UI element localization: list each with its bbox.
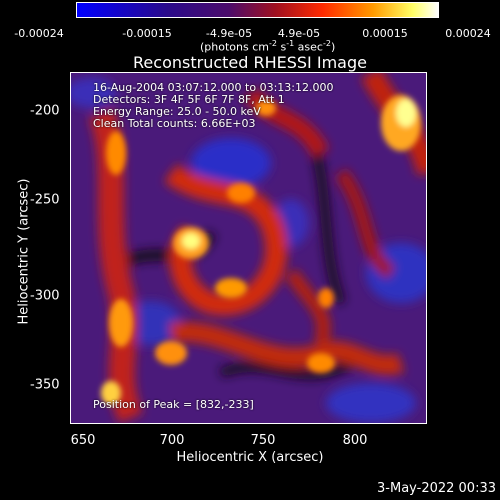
info-clean-counts: Clean Total counts: 6.66E+03 (93, 117, 256, 130)
colorbar-tick: -4.9e-05 (205, 27, 253, 40)
x-axis-label: Heliocentric X (arcsec) (176, 450, 324, 465)
colorbar-gradient (77, 3, 438, 17)
footer-date: 3-May-2022 00:33 (377, 481, 496, 496)
y-axis-label: Heliocentric Y (arcsec) (16, 178, 32, 325)
colorbar-tick: 0.00015 (362, 27, 408, 40)
rhessi-image: 16-Aug-2004 03:07:12.000 to 03:13:12.000… (70, 72, 427, 424)
colorbar (76, 2, 439, 18)
x-tick-label: 800 (342, 433, 368, 448)
flare-emission-map (71, 73, 426, 423)
colorbar-tick: 4.9e-05 (277, 27, 321, 40)
y-tick-label: -200 (30, 103, 60, 119)
info-energy-range: Energy Range: 25.0 - 50.0 keV (93, 105, 261, 118)
colorbar-tick: 0.00024 (445, 27, 491, 40)
info-detectors: Detectors: 3F 4F 5F 6F 7F 8F, Att 1 (93, 93, 285, 106)
x-tick-label: 750 (250, 433, 276, 448)
y-tick-label: -350 (30, 377, 60, 393)
x-tick-label: 650 (70, 433, 96, 448)
y-tick-label: -250 (30, 192, 60, 208)
y-tick-label: -300 (30, 288, 60, 304)
peak-position-label: Position of Peak = [832,-233] (93, 398, 254, 411)
plot-title: Reconstructed RHESSI Image (133, 53, 367, 72)
colorbar-units: (photons cm-2 s-1 asec-2) (200, 39, 336, 54)
info-time-range: 16-Aug-2004 03:07:12.000 to 03:13:12.000 (93, 81, 334, 94)
colorbar-tick: -0.00024 (14, 27, 64, 40)
x-tick-label: 700 (159, 433, 185, 448)
colorbar-tick: -0.00015 (122, 27, 172, 40)
